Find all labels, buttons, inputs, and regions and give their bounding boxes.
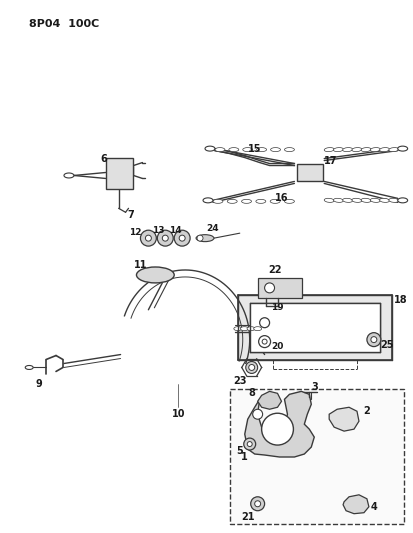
Circle shape [245,361,257,374]
Ellipse shape [332,148,342,152]
Bar [229,389,403,523]
Text: 4: 4 [370,502,376,512]
Bar [237,295,391,360]
Ellipse shape [379,148,389,152]
Circle shape [254,501,260,507]
Text: 16: 16 [274,193,287,204]
Text: 17: 17 [324,156,337,166]
Text: 23: 23 [233,376,246,386]
Circle shape [264,283,274,293]
Polygon shape [328,407,358,431]
Ellipse shape [360,148,370,152]
Ellipse shape [360,198,370,203]
Ellipse shape [253,327,261,330]
Ellipse shape [332,198,342,203]
Ellipse shape [388,148,398,152]
Ellipse shape [25,366,33,369]
Ellipse shape [204,146,214,151]
Ellipse shape [323,148,333,152]
Circle shape [157,230,173,246]
Polygon shape [342,495,368,514]
Ellipse shape [351,198,361,203]
Ellipse shape [323,198,333,203]
Ellipse shape [196,235,214,241]
Ellipse shape [212,199,222,203]
Ellipse shape [270,148,280,151]
Text: 13: 13 [152,225,164,235]
Circle shape [179,235,185,241]
Circle shape [174,230,190,246]
Circle shape [250,497,264,511]
Ellipse shape [242,148,252,151]
Ellipse shape [351,148,361,152]
Circle shape [258,336,270,348]
Ellipse shape [214,148,224,151]
Ellipse shape [370,198,379,203]
Circle shape [261,339,266,344]
Bar [249,303,379,352]
Ellipse shape [240,327,248,330]
Ellipse shape [370,148,379,152]
Ellipse shape [256,148,266,151]
Ellipse shape [64,173,74,178]
Ellipse shape [342,198,352,203]
Text: 1: 1 [241,452,247,462]
Ellipse shape [379,198,389,203]
Ellipse shape [342,148,352,152]
Polygon shape [257,391,281,409]
Text: 24: 24 [206,224,219,233]
Circle shape [162,235,168,241]
Text: 2: 2 [363,406,369,416]
Ellipse shape [284,148,294,151]
Ellipse shape [228,148,238,151]
Ellipse shape [397,146,407,151]
Text: 7: 7 [127,210,133,220]
Ellipse shape [233,327,241,330]
Ellipse shape [227,199,237,203]
Ellipse shape [270,199,280,203]
Circle shape [247,441,252,447]
Circle shape [252,409,262,419]
Ellipse shape [136,267,174,283]
Bar [297,164,323,181]
Ellipse shape [247,327,254,330]
Text: 3: 3 [310,382,317,392]
Circle shape [259,318,269,328]
Text: 18: 18 [393,295,406,305]
Circle shape [370,337,376,343]
Text: 22: 22 [267,265,280,275]
Bar [257,278,301,298]
Text: 8P04  100C: 8P04 100C [29,19,99,29]
Ellipse shape [284,199,294,203]
Circle shape [140,230,156,246]
Text: 9: 9 [36,379,43,390]
Text: 12: 12 [129,228,141,237]
Bar [105,158,133,189]
Circle shape [243,438,255,450]
Polygon shape [244,391,313,457]
Ellipse shape [388,198,398,203]
Text: 21: 21 [240,512,254,522]
Ellipse shape [397,198,407,203]
Circle shape [261,413,293,445]
Text: 19: 19 [271,303,283,312]
Text: 6: 6 [100,154,107,164]
Circle shape [248,365,254,370]
Text: 25: 25 [379,340,393,350]
Text: 8: 8 [248,389,254,398]
Text: 10: 10 [171,409,185,419]
Ellipse shape [255,199,265,203]
Ellipse shape [241,199,251,203]
Circle shape [197,235,202,241]
Ellipse shape [202,198,212,203]
Circle shape [145,235,151,241]
Text: 11: 11 [133,260,147,270]
Text: 5: 5 [236,446,242,456]
Text: 14: 14 [169,225,181,235]
Text: 15: 15 [247,143,261,154]
Circle shape [366,333,380,346]
Text: 20: 20 [271,342,283,351]
